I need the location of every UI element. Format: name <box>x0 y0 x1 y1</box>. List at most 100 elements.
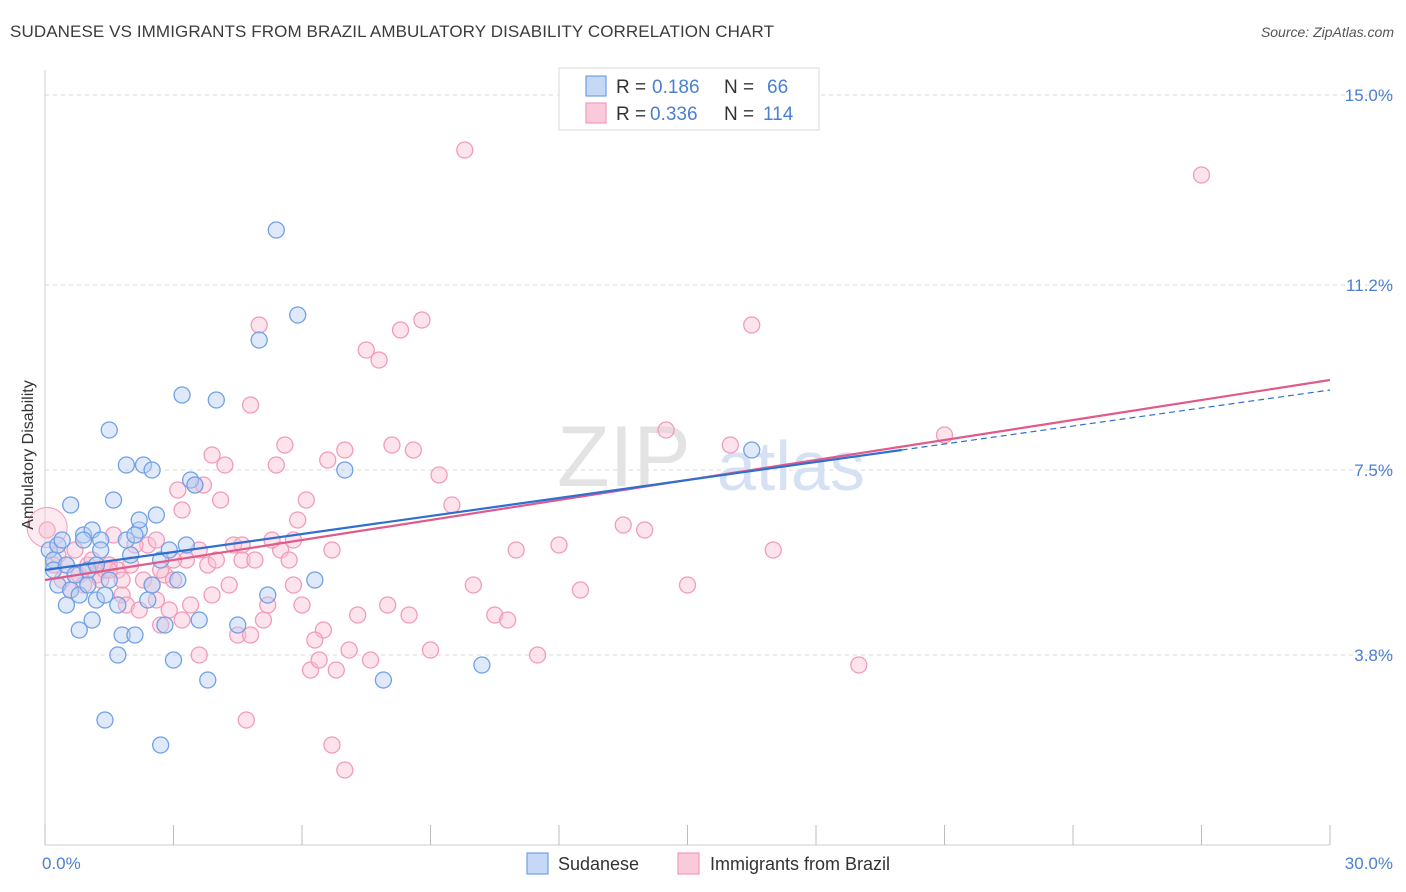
sudanese-point-40 <box>156 616 174 634</box>
y-tick-labels: 3.8% 7.5% 11.2% 15.0% <box>1345 86 1393 665</box>
y-tick-label-2: 11.2% <box>1346 276 1393 295</box>
sudanese-point-23 <box>100 571 118 589</box>
legend: R = 0.186 N = 66 R = 0.336 N = 114 <box>558 67 820 131</box>
brazil-point-85 <box>571 581 590 599</box>
brazil-point-52 <box>280 551 298 569</box>
sudanese-point-13 <box>74 526 93 544</box>
brazil-point-112 <box>284 576 303 594</box>
brazil-point-79 <box>464 576 482 594</box>
brazil-point-46 <box>250 316 268 334</box>
brazil-point-74 <box>413 311 431 329</box>
brazil-point-97 <box>323 736 341 754</box>
brazil-point-70 <box>383 436 401 454</box>
brazil-point-62 <box>327 661 345 679</box>
sudanese-point-52 <box>259 586 277 604</box>
legend-swatch-sudanese <box>585 75 607 97</box>
brazil-point-65 <box>349 606 367 624</box>
bottom-legend: Sudanese Immigrants from Brazil <box>526 852 890 875</box>
brazil-point-95 <box>1192 166 1211 184</box>
brazil-point-89 <box>678 576 697 594</box>
brazil-point-21 <box>134 571 153 589</box>
sudanese-point-65 <box>92 541 110 559</box>
sudanese-point-43 <box>169 571 187 589</box>
brazil-point-67 <box>361 651 380 669</box>
brazil-point-84 <box>550 536 568 554</box>
brazil-point-51 <box>276 436 294 454</box>
sudanese-point-49 <box>207 391 225 409</box>
legend-n-value-2: 114 <box>763 104 794 125</box>
legend-n-label-1: N = <box>724 77 754 98</box>
brazil-point-113 <box>306 631 324 649</box>
sudanese-point-20 <box>92 531 110 549</box>
brazil-point-102 <box>147 531 166 549</box>
y-tick-label-0: 3.8% <box>1354 646 1393 665</box>
brazil-point-73 <box>404 441 423 459</box>
y-tick-label-1: 7.5% <box>1354 461 1393 480</box>
sudanese-point-48 <box>199 671 217 689</box>
brazil-point-106 <box>173 501 191 519</box>
brazil-point-66 <box>357 341 375 359</box>
grid-lines <box>45 94 1395 656</box>
bottom-legend-label-brazil: Immigrants from Brazil <box>710 854 890 874</box>
sudanese-point-56 <box>336 461 354 479</box>
brazil-point-56 <box>297 491 315 509</box>
brazil-point-80 <box>486 606 504 624</box>
brazil-point-28 <box>164 571 183 589</box>
brazil-point-101 <box>113 571 131 589</box>
chart-title: SUDANESE VS IMMIGRANTS FROM BRAZIL AMBUL… <box>10 22 775 41</box>
legend-r-label-1: R = <box>616 77 646 98</box>
brazil-point-49 <box>267 456 285 474</box>
brazil-point-105 <box>203 586 221 604</box>
brazil-point-38 <box>207 551 225 569</box>
brazil-point-93 <box>850 656 868 674</box>
sudanese-point-62 <box>74 531 93 549</box>
legend-n-label-2: N = <box>724 104 754 125</box>
bottom-legend-label-sudanese: Sudanese <box>558 854 639 874</box>
sudanese-point-38 <box>147 506 166 524</box>
legend-r-value-1: 0.186 <box>652 77 700 98</box>
brazil-point-77 <box>443 496 461 514</box>
brazil-point-71 <box>391 321 410 339</box>
sudanese-point-27 <box>113 626 131 644</box>
bottom-legend-swatch-brazil <box>677 852 700 875</box>
brazil-point-64 <box>340 641 358 659</box>
bottom-legend-swatch-sudanese <box>526 852 549 875</box>
sudanese-point-50 <box>229 616 247 634</box>
sudanese-point-31 <box>126 626 144 644</box>
sudanese-point-8 <box>62 496 80 514</box>
brazil-point-111 <box>241 626 260 644</box>
x-tick-labels: 0.0% 30.0% <box>42 854 1393 873</box>
brazil-point-43 <box>229 626 247 644</box>
brazil-point-98 <box>336 761 354 779</box>
legend-r-label-2: R = <box>616 104 646 125</box>
sudanese-point-28 <box>117 456 136 474</box>
brazil-point-88 <box>657 421 675 439</box>
sudanese-point-42 <box>164 651 183 669</box>
brazil-point-54 <box>289 511 307 529</box>
brazil-point-87 <box>636 521 654 539</box>
brazil-point-29 <box>169 481 187 499</box>
sudanese-point-12 <box>70 621 88 639</box>
legend-n-value-1: 66 <box>767 77 788 98</box>
trend-line-sudanese-extension <box>901 389 1331 451</box>
x-tick-label-1: 30.0% <box>1345 854 1393 873</box>
brazil-point-107 <box>246 551 264 569</box>
brazil-point-63 <box>336 441 354 459</box>
chart-source: Source: ZipAtlas.com <box>1260 24 1394 40</box>
brazil-point-0 <box>38 521 56 539</box>
sudanese-point-17 <box>83 611 101 629</box>
sudanese-point-26 <box>109 646 127 664</box>
sudanese-point-35 <box>139 591 157 609</box>
sudanese-point-41 <box>160 541 178 559</box>
sudanese-point-57 <box>374 671 393 689</box>
brazil-point-99 <box>190 646 208 664</box>
brazil-point-86 <box>614 516 632 534</box>
series-immigrants-from-brazil-points <box>26 141 1211 779</box>
brazil-point-32 <box>181 596 200 614</box>
brazil-point-91 <box>743 316 761 334</box>
trend-line-sudanese <box>44 448 902 572</box>
brazil-point-47 <box>254 611 273 629</box>
sudanese-point-59 <box>743 441 761 459</box>
sudanese-point-30 <box>122 546 140 564</box>
